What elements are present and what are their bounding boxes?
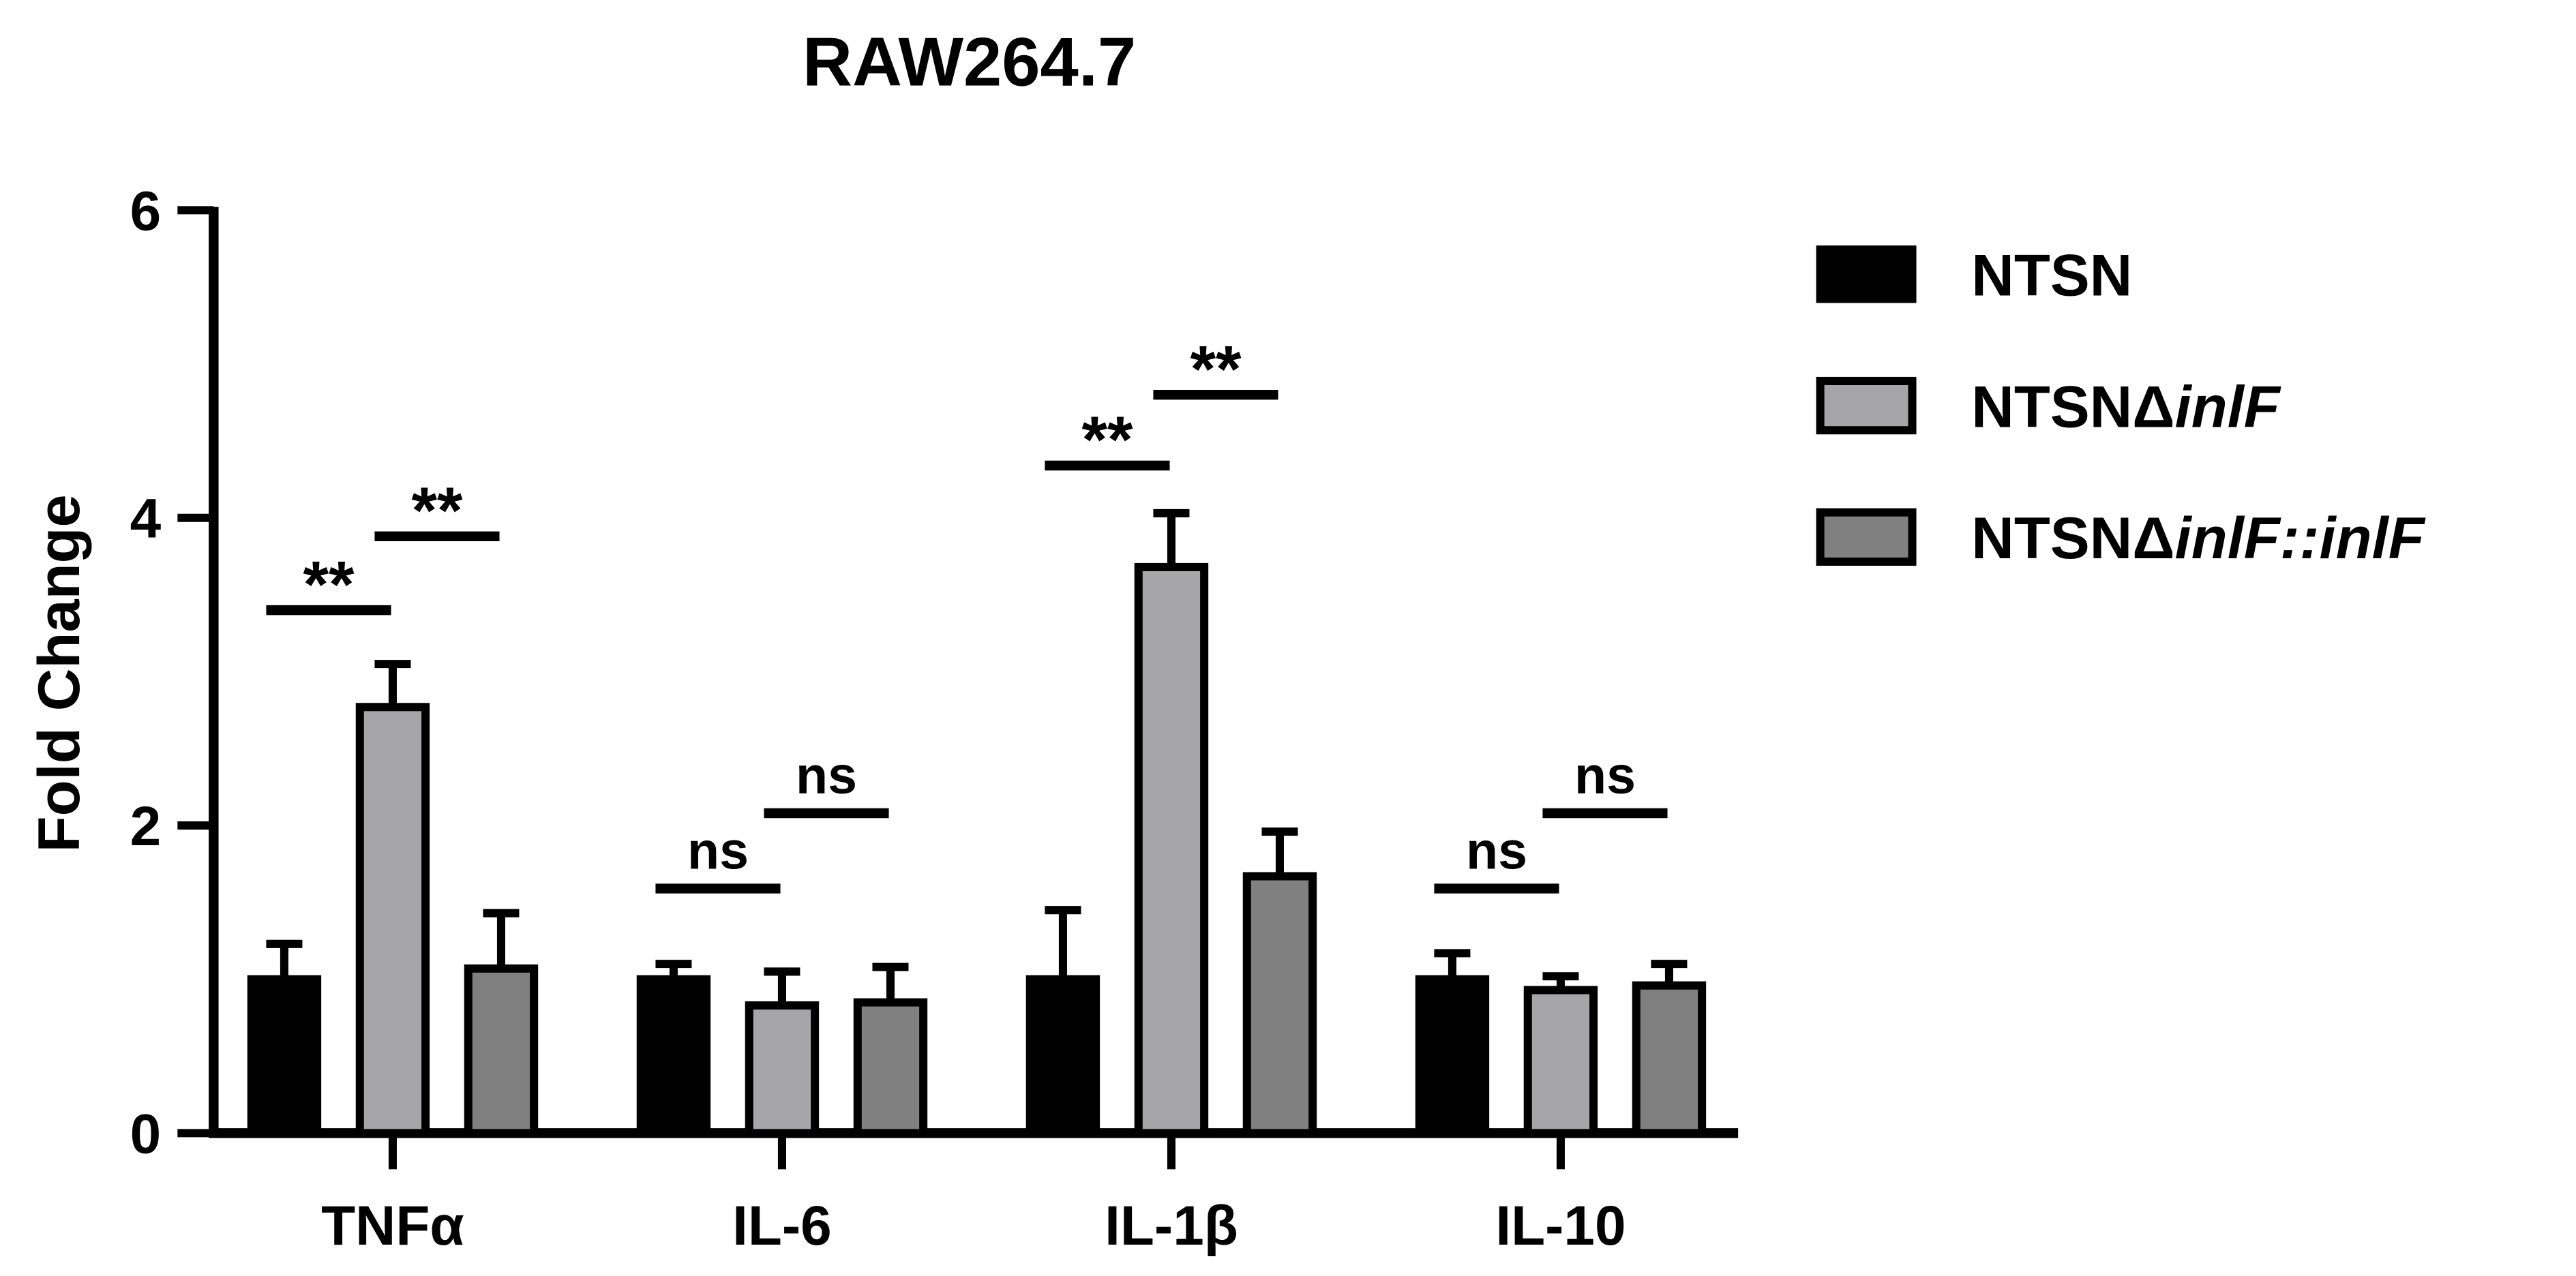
bar bbox=[1523, 986, 1598, 1138]
y-axis-label: Fold Change bbox=[26, 494, 92, 852]
bar bbox=[636, 975, 711, 1138]
chart-title: RAW264.7 bbox=[803, 23, 1136, 100]
x-tick-label: TNFα bbox=[321, 1195, 464, 1257]
significance-label: ** bbox=[303, 548, 354, 621]
legend-label: NTSN bbox=[1971, 243, 2132, 309]
significance-label: ns bbox=[796, 746, 857, 805]
bar bbox=[1025, 975, 1100, 1138]
significance-label: ** bbox=[1190, 333, 1241, 406]
significance-label: ns bbox=[1574, 746, 1636, 805]
x-tick-label: IL-6 bbox=[732, 1195, 832, 1257]
bar bbox=[464, 964, 539, 1138]
bar bbox=[1134, 562, 1209, 1138]
y-tick-label: 0 bbox=[130, 1103, 162, 1165]
bar bbox=[1242, 872, 1317, 1138]
bar bbox=[853, 998, 928, 1138]
bar bbox=[247, 975, 322, 1138]
significance-label: ** bbox=[412, 474, 463, 547]
y-tick-label: 4 bbox=[130, 488, 162, 550]
legend-swatch bbox=[1816, 245, 1917, 303]
legend-label: NTSNΔinlF::inlF bbox=[1971, 505, 2425, 571]
significance-label: ** bbox=[1081, 404, 1133, 476]
significance-label: ns bbox=[687, 822, 749, 881]
legend-label: NTSNΔinlF bbox=[1971, 374, 2281, 440]
x-tick-label: IL-10 bbox=[1495, 1195, 1626, 1257]
bar bbox=[1632, 981, 1707, 1138]
significance-label: ns bbox=[1466, 822, 1527, 881]
bar bbox=[1415, 975, 1490, 1138]
bar bbox=[355, 703, 430, 1138]
y-tick-label: 2 bbox=[130, 795, 162, 857]
x-tick-label: IL-1β bbox=[1105, 1195, 1238, 1257]
bar bbox=[745, 1001, 820, 1138]
legend-swatch bbox=[1816, 508, 1917, 566]
y-tick-label: 6 bbox=[130, 180, 162, 242]
legend-swatch bbox=[1816, 376, 1917, 435]
